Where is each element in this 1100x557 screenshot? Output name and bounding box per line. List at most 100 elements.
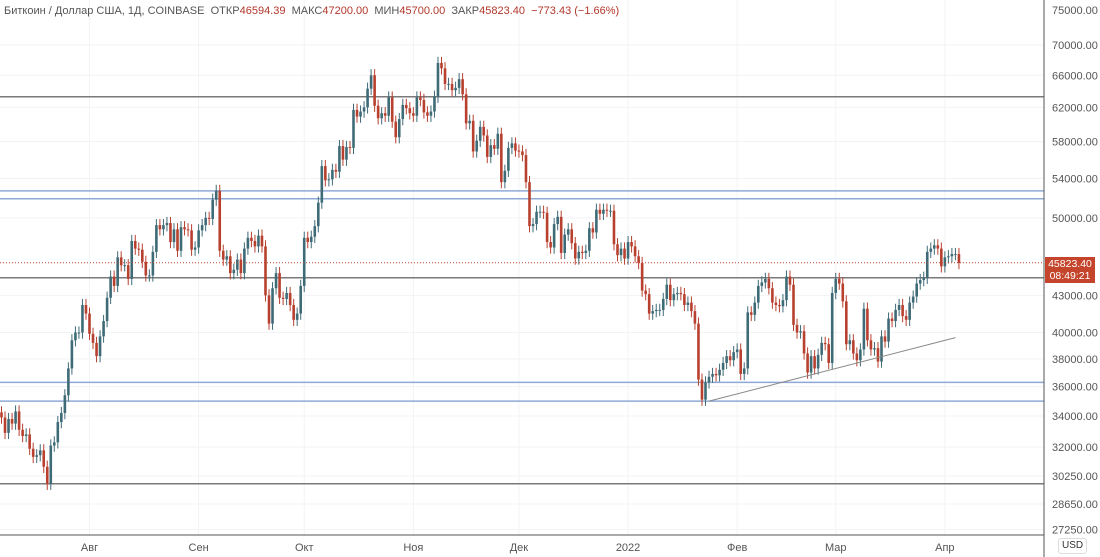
candle [901,298,904,323]
candle [774,296,778,312]
candle-body [552,224,556,248]
candle [940,242,943,273]
candle-body [911,296,915,303]
candle-body [482,126,486,136]
candle-body [535,211,538,225]
candle [429,105,433,122]
candle [862,302,866,356]
candle-body [753,302,757,315]
candle-body [200,225,204,231]
candle-body [869,340,873,350]
candle [426,106,429,122]
candle-body [21,429,24,437]
price-tick-label: 27250.00 [1052,525,1098,537]
candle [725,350,728,370]
candle-body [306,237,310,243]
candle-body [137,248,141,250]
candle [735,343,739,359]
candle [295,307,299,327]
candle [345,140,348,166]
candle-body [102,321,105,337]
candle-body [345,146,348,160]
bar-countdown: 08:49:21 [1049,269,1091,282]
candle [362,101,366,118]
price-tick-label: 75000.00 [1052,5,1098,17]
candle-body [647,294,651,314]
candle [454,81,457,97]
candle-body [496,133,500,149]
candle [531,217,535,233]
candle-body [669,284,672,301]
candle-body [433,96,436,112]
candle [144,255,148,282]
candle [915,277,918,303]
candle [816,348,820,375]
candle-body [454,87,457,91]
candle [904,309,908,327]
candle [197,224,200,254]
candle-body [602,209,605,214]
candle-body [355,109,359,117]
candle-body [243,248,246,274]
candle [348,140,352,155]
candle [482,120,486,142]
candle-body [707,376,711,383]
candle-body [422,99,426,113]
candle [830,286,834,370]
candle [852,334,855,360]
candle [760,276,764,293]
candle [236,253,239,276]
high-label: МАКС [291,5,323,17]
candle [17,405,21,436]
candle [788,270,792,291]
candle-body [894,309,897,322]
candle [957,247,961,270]
candle [598,203,602,220]
currency-button[interactable]: USD [1058,538,1088,554]
candle [764,272,767,289]
candle [183,221,186,236]
candle-body [331,169,334,180]
candle [281,291,285,306]
candle-body [193,247,197,250]
candle-body [637,256,640,263]
candle [728,350,732,367]
candle-body [683,294,686,306]
candle [45,460,49,490]
time-tick-label: Ноя [403,542,423,554]
candle-body [947,256,950,258]
candle-body [676,292,679,295]
candle-body [735,349,739,353]
candle-body [197,230,200,248]
candle-body [757,285,760,303]
price-tick-label: 40000.00 [1052,328,1098,340]
candle-body [771,288,774,303]
candle-body [232,269,236,274]
candle-body [792,284,795,325]
candle [338,139,341,178]
candle-body [823,342,827,345]
candle [264,240,267,302]
candle-body [49,445,53,484]
candle [820,336,823,362]
candle-body [612,210,616,245]
candle-body [922,277,926,281]
candle-body [679,292,683,295]
candle [112,270,116,293]
candle-body [749,312,753,315]
candle-body [489,145,493,157]
candle [405,98,408,115]
candle [795,318,799,339]
candle [573,237,577,265]
candle-body [186,229,190,231]
candle [880,330,883,368]
candle [510,137,514,155]
candle-body [408,108,412,114]
candle-body [609,210,612,212]
candle [718,363,721,382]
candle [387,91,390,122]
candle-body [447,83,450,85]
candle [49,439,53,490]
candle-body [573,243,577,259]
